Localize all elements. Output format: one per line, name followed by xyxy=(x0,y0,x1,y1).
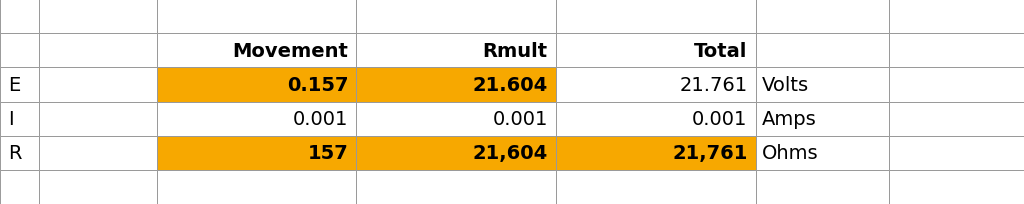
Bar xyxy=(756,102,889,136)
Bar xyxy=(356,136,556,170)
Text: 0.001: 0.001 xyxy=(493,110,548,129)
Text: Ohms: Ohms xyxy=(762,144,818,162)
Bar xyxy=(157,102,356,136)
Bar xyxy=(889,102,1024,136)
Bar xyxy=(889,68,1024,102)
Bar xyxy=(556,0,756,34)
Bar xyxy=(756,68,889,102)
Text: Movement: Movement xyxy=(232,42,348,60)
Text: I: I xyxy=(8,110,13,129)
Bar xyxy=(157,136,356,170)
Bar xyxy=(756,136,889,170)
Bar xyxy=(889,170,1024,204)
Bar xyxy=(39,102,157,136)
Bar xyxy=(889,0,1024,34)
Bar xyxy=(39,68,157,102)
Text: 21.761: 21.761 xyxy=(679,75,748,94)
Bar xyxy=(0,170,39,204)
Text: R: R xyxy=(8,144,22,162)
Bar xyxy=(157,34,356,68)
Bar xyxy=(756,34,889,68)
Text: E: E xyxy=(8,75,20,94)
Bar xyxy=(889,136,1024,170)
Bar xyxy=(356,68,556,102)
Text: Rmult: Rmult xyxy=(482,42,548,60)
Text: Volts: Volts xyxy=(762,75,809,94)
Bar xyxy=(157,170,356,204)
Bar xyxy=(0,0,39,34)
Bar xyxy=(756,0,889,34)
Text: 0.001: 0.001 xyxy=(293,110,348,129)
Text: 0.157: 0.157 xyxy=(287,75,348,94)
Bar xyxy=(556,170,756,204)
Bar xyxy=(157,68,356,102)
Bar xyxy=(356,0,556,34)
Text: 21,604: 21,604 xyxy=(473,144,548,162)
Bar xyxy=(0,136,39,170)
Bar xyxy=(157,0,356,34)
Text: 21.604: 21.604 xyxy=(473,75,548,94)
Text: 0.001: 0.001 xyxy=(692,110,748,129)
Bar xyxy=(39,170,157,204)
Bar xyxy=(356,102,556,136)
Bar xyxy=(756,170,889,204)
Bar xyxy=(39,136,157,170)
Text: 157: 157 xyxy=(307,144,348,162)
Bar xyxy=(0,34,39,68)
Bar xyxy=(556,102,756,136)
Bar xyxy=(556,136,756,170)
Text: 21,761: 21,761 xyxy=(672,144,748,162)
Bar xyxy=(556,34,756,68)
Bar xyxy=(889,34,1024,68)
Bar xyxy=(0,102,39,136)
Bar xyxy=(0,68,39,102)
Bar xyxy=(356,34,556,68)
Bar xyxy=(556,68,756,102)
Bar xyxy=(356,170,556,204)
Text: Total: Total xyxy=(694,42,748,60)
Text: Amps: Amps xyxy=(762,110,816,129)
Bar xyxy=(39,0,157,34)
Bar xyxy=(39,34,157,68)
